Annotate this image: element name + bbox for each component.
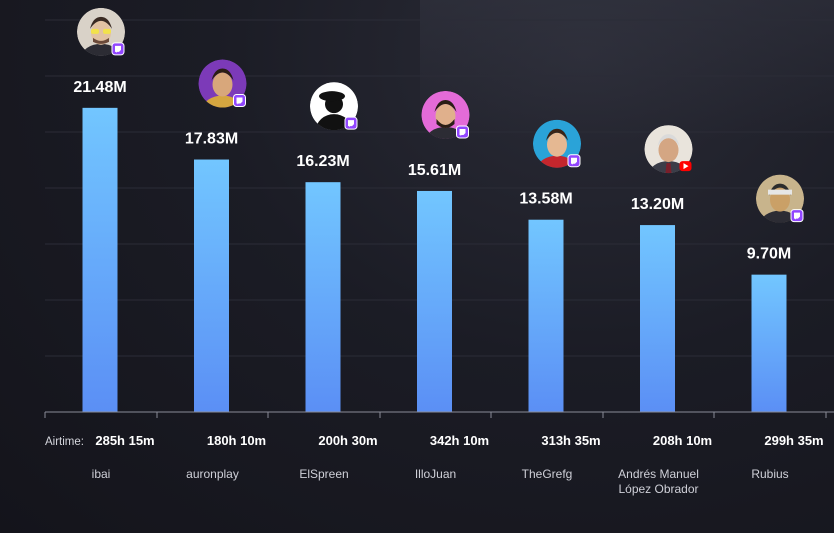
category-label: ibai bbox=[92, 467, 111, 481]
value-label: 21.48M bbox=[73, 79, 126, 96]
avatar-rubius bbox=[756, 174, 804, 223]
bars bbox=[82, 107, 787, 412]
category-label: Rubius bbox=[751, 467, 788, 481]
airtime-row: 285h 15m 180h 10m 200h 30m 342h 10m 313h 35m… bbox=[45, 433, 824, 448]
bar-5 bbox=[640, 225, 675, 412]
youtube-icon bbox=[679, 161, 692, 172]
airtime-label: Airtime: bbox=[45, 436, 84, 448]
category-label: ElSpreen bbox=[299, 467, 348, 481]
avatar-auronplay bbox=[198, 59, 247, 108]
category-label: auronplay bbox=[186, 467, 239, 481]
twitch-icon bbox=[111, 42, 125, 56]
bar-1 bbox=[194, 159, 229, 412]
avatar-amlo bbox=[644, 125, 693, 174]
bar-2 bbox=[305, 182, 341, 412]
airtime-value: 180h 10m bbox=[207, 433, 266, 448]
avatar-ibai bbox=[77, 7, 125, 56]
x-axis bbox=[44, 411, 834, 418]
airtime-value: 285h 15m bbox=[95, 433, 154, 448]
category-label: TheGrefg bbox=[522, 467, 573, 481]
twitch-icon bbox=[456, 125, 469, 139]
twitch-icon bbox=[344, 116, 358, 130]
category-label: López Obrador bbox=[618, 482, 698, 496]
category-labels: ibai auronplay ElSpreen IlloJuan TheGrefg And… bbox=[92, 467, 789, 496]
twitch-icon bbox=[790, 209, 804, 223]
category-label: IlloJuan bbox=[415, 467, 456, 481]
airtime-value: 208h 10m bbox=[653, 433, 712, 448]
twitch-icon bbox=[233, 94, 246, 108]
twitch-icon bbox=[567, 154, 581, 168]
value-label: 9.70M bbox=[747, 246, 791, 263]
airtime-value: 200h 30m bbox=[318, 433, 377, 448]
avatar-elspreen bbox=[310, 82, 358, 131]
category-label: Andrés Manuel bbox=[618, 467, 699, 481]
value-label: 17.83M bbox=[185, 131, 238, 148]
value-label: 15.61M bbox=[408, 162, 461, 179]
bar-6 bbox=[751, 274, 787, 412]
airtime-value: 313h 35m bbox=[541, 433, 600, 448]
value-label: 13.20M bbox=[631, 196, 684, 213]
avatars bbox=[77, 7, 804, 223]
bar-3 bbox=[417, 190, 452, 412]
airtime-value: 342h 10m bbox=[430, 433, 489, 448]
bar-4 bbox=[528, 219, 564, 412]
value-labels: 21.48M 17.83M 16.23M 15.61M 13.58M 13.20M 9.70… bbox=[73, 79, 791, 263]
bar-0 bbox=[82, 107, 118, 412]
avatar-illojuan bbox=[421, 90, 470, 139]
airtime-value: 299h 35m bbox=[764, 433, 823, 448]
avatar-thegrefg bbox=[533, 119, 581, 168]
value-label: 13.58M bbox=[519, 191, 572, 208]
value-label: 16.23M bbox=[296, 153, 349, 170]
